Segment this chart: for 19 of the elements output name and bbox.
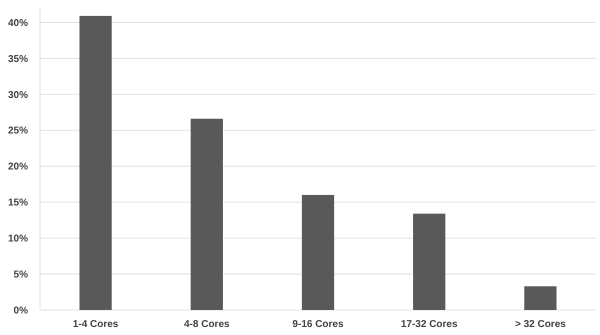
x-tick-label: 9-16 Cores <box>292 319 344 330</box>
x-tick-label: 4-8 Cores <box>184 319 230 330</box>
bar <box>79 16 112 310</box>
y-tick-label: 15% <box>8 198 28 209</box>
y-tick-label: 30% <box>8 90 28 101</box>
x-tick-label: 1-4 Cores <box>72 319 119 330</box>
y-tick-label: 0% <box>14 306 28 316</box>
y-tick-label: 40% <box>8 18 28 29</box>
y-tick-label: 10% <box>8 234 28 245</box>
y-tick-label: 25% <box>8 126 28 137</box>
bar <box>413 214 446 310</box>
x-tick-label: 17-32 Cores <box>400 319 458 330</box>
y-tick-label: 5% <box>14 270 28 281</box>
bar <box>302 194 334 310</box>
y-tick-label: 35% <box>8 54 28 65</box>
bar <box>190 118 223 310</box>
bar <box>524 286 557 310</box>
y-tick-label: 20% <box>8 162 28 173</box>
x-tick-label: > 32 Cores <box>514 319 566 330</box>
